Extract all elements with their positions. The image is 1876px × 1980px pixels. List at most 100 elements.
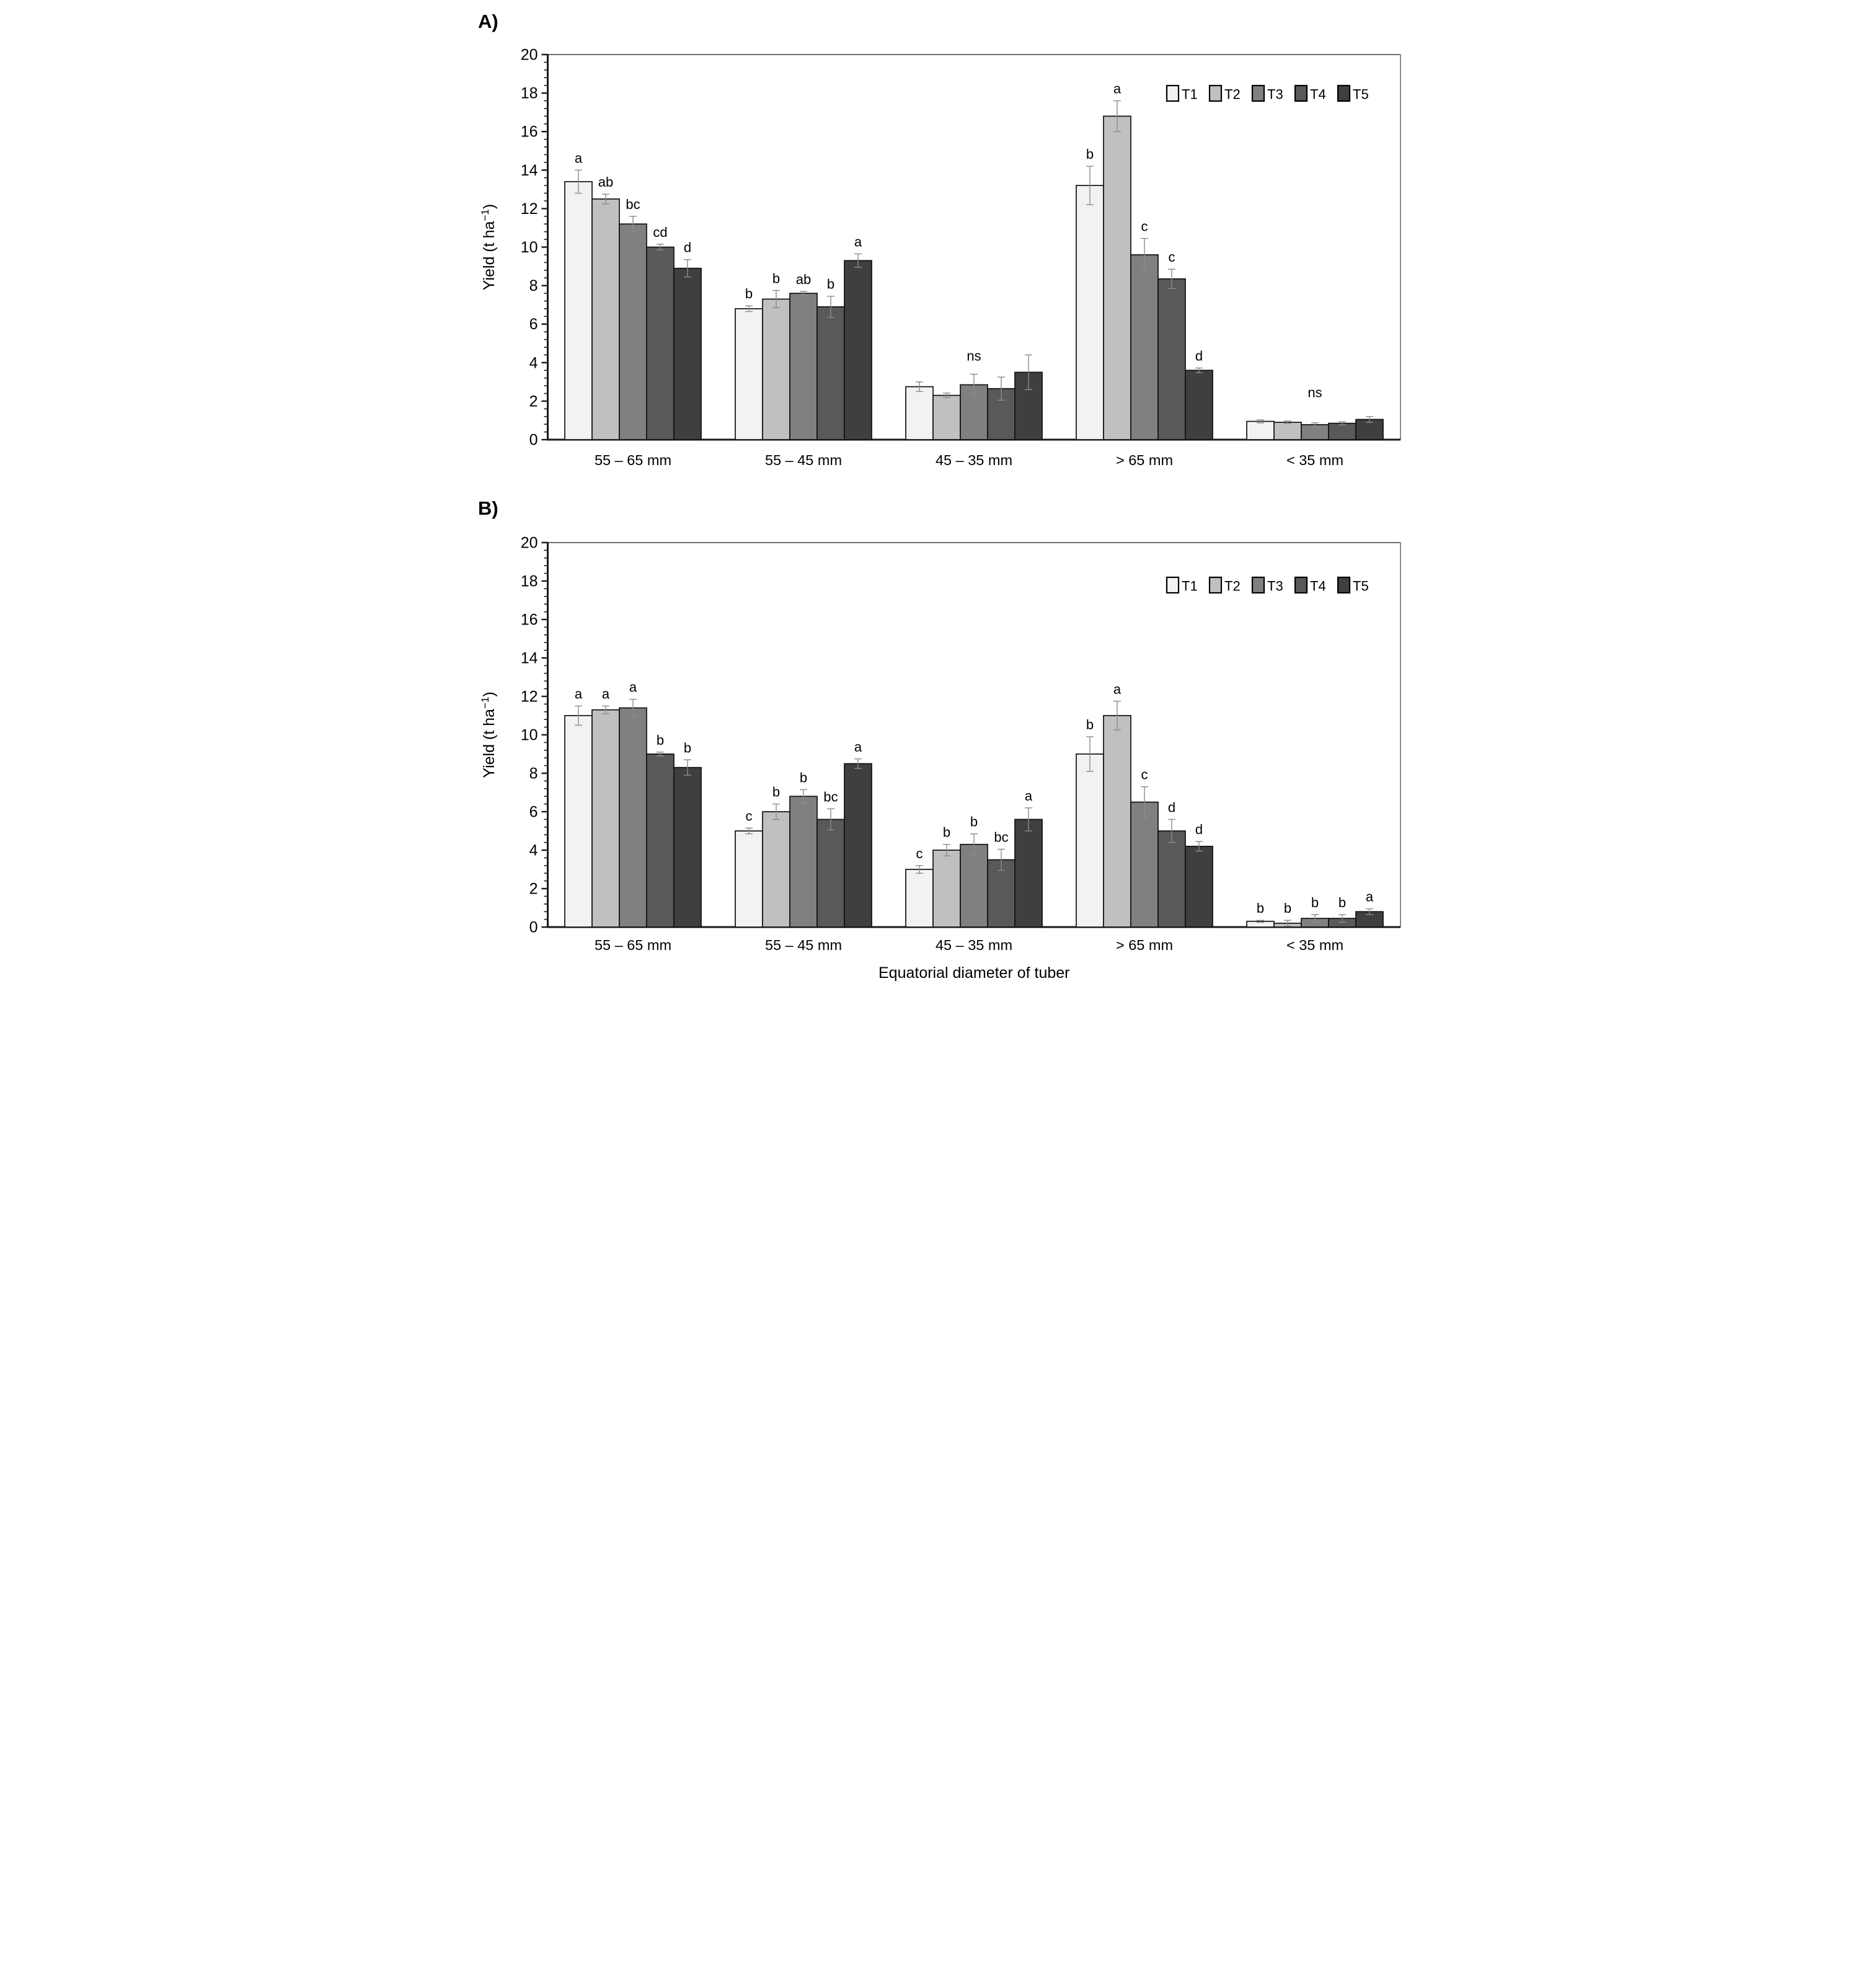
bar-T4-group2 xyxy=(816,306,845,440)
y-axis-title: Yield (t ha−1) xyxy=(479,691,498,778)
sig-letter: b xyxy=(745,286,752,301)
legend-label: T1 xyxy=(1182,87,1198,102)
series-T3 xyxy=(618,698,1329,928)
bar-T2-group1 xyxy=(591,709,620,928)
error-bar-T5-group3 xyxy=(1024,807,1032,832)
y-tick-label: 12 xyxy=(520,688,538,706)
series-T2 xyxy=(591,701,1302,928)
error-bar-T2-group3 xyxy=(942,843,950,857)
legend: T1 T2 T3 T4 T5 xyxy=(1166,576,1368,594)
sig-letter: d xyxy=(683,240,691,255)
x-category-label: 55 – 65 mm xyxy=(594,452,671,468)
bar-T5-group1 xyxy=(673,267,702,440)
legend-swatch-T5 xyxy=(1337,576,1350,594)
legend-item-T2: T2 xyxy=(1208,84,1241,102)
error-bar-T3-group1 xyxy=(629,698,637,717)
error-bar-T2-group4 xyxy=(1113,701,1121,730)
bar-T4-group4 xyxy=(1157,830,1186,928)
error-bar-T3-group4 xyxy=(1140,238,1148,272)
error-bar-T2-group4 xyxy=(1113,100,1121,132)
sig-letter: b xyxy=(1086,717,1093,732)
legend: T1 T2 T3 T4 T5 xyxy=(1166,84,1369,102)
error-bar-T4-group2 xyxy=(826,295,834,318)
sig-letter: ab xyxy=(598,174,613,190)
series-T1 xyxy=(564,705,1275,928)
legend-item-T4: T4 xyxy=(1294,576,1326,594)
series-T5 xyxy=(673,253,1384,440)
legend-label: T4 xyxy=(1310,579,1326,594)
error-bar-T4-group5 xyxy=(1338,421,1346,425)
y-tick-label: 6 xyxy=(529,316,538,333)
legend-label: T5 xyxy=(1353,87,1369,102)
y-tick-label: 2 xyxy=(529,881,538,898)
bar-T2-group4 xyxy=(1102,115,1131,440)
sig-letter: b xyxy=(1086,146,1093,162)
bar-T2-group1 xyxy=(591,198,620,440)
error-bar-T3-group5 xyxy=(1311,914,1319,923)
y-tick-label: 10 xyxy=(520,727,538,744)
sig-letter-ns: ns xyxy=(967,348,981,364)
legend-item-T1: T1 xyxy=(1166,576,1197,594)
legend-item-T3: T3 xyxy=(1251,576,1283,594)
legend-swatch-T1 xyxy=(1166,84,1179,102)
x-category-label: 45 – 35 mm xyxy=(935,937,1012,953)
y-axis-ticks: 0 2 4 6 8 10 12 14 16 18 20 xyxy=(520,47,547,449)
legend-item-T5: T5 xyxy=(1337,576,1368,594)
sig-letter: bc xyxy=(626,197,640,212)
bar-T4-group1 xyxy=(645,246,675,440)
y-axis-title: Yield (t ha−1) xyxy=(479,204,498,290)
legend-swatch-T1 xyxy=(1166,576,1179,594)
sig-letter: c xyxy=(1141,767,1148,783)
error-bar-T4-group5 xyxy=(1338,914,1346,923)
y-tick-label: 0 xyxy=(529,432,538,449)
error-bar-T3-group3 xyxy=(970,373,978,396)
error-bar-T5-group5 xyxy=(1365,908,1373,915)
bar-T2-group3 xyxy=(932,850,961,928)
bar-T1-group2 xyxy=(734,830,763,928)
bar-T5-group5 xyxy=(1355,419,1384,440)
y-tick-label: 18 xyxy=(520,85,538,102)
legend-swatch-T3 xyxy=(1251,84,1265,102)
y-tick-label: 8 xyxy=(529,765,538,783)
sig-letter: a xyxy=(1024,788,1032,804)
legend-label: T2 xyxy=(1224,87,1241,102)
error-bar-T1-group4 xyxy=(1086,736,1094,772)
bar-T5-group4 xyxy=(1184,370,1213,440)
error-bar-T1-group1 xyxy=(574,705,582,726)
bar-T5-group1 xyxy=(673,766,702,928)
sig-letter: b xyxy=(1256,900,1263,916)
sig-letter: b xyxy=(772,784,779,800)
legend-swatch-T3 xyxy=(1251,576,1265,594)
y-tick-label: 20 xyxy=(520,47,538,64)
error-bar-T2-group2 xyxy=(772,803,780,820)
error-bar-T4-group2 xyxy=(826,808,834,831)
panel-label: A) xyxy=(478,11,498,32)
y-tick-label: 16 xyxy=(520,611,538,629)
x-category-label: 55 – 45 mm xyxy=(764,937,841,953)
sig-letter: ab xyxy=(795,272,810,287)
error-bar-T4-group3 xyxy=(997,848,1005,871)
y-axis-ticks: 0 2 4 6 8 10 12 14 16 18 20 xyxy=(520,535,547,936)
x-category-label: 55 – 65 mm xyxy=(594,937,671,953)
error-bar-T1-group5 xyxy=(1256,920,1264,923)
legend-item-T1: T1 xyxy=(1166,84,1198,102)
error-bar-T1-group3 xyxy=(915,381,923,393)
x-category-label: < 35 mm xyxy=(1286,452,1343,468)
x-category-label: > 65 mm xyxy=(1115,937,1172,953)
y-tick-label: 4 xyxy=(529,354,538,371)
error-bar-T2-group2 xyxy=(772,290,780,309)
sig-letter: bc xyxy=(994,829,1008,845)
panel-label: B) xyxy=(478,497,498,519)
series-T3 xyxy=(618,216,1329,440)
y-tick-label: 12 xyxy=(520,200,538,218)
bar-T4-group3 xyxy=(986,859,1015,928)
bar-T3-group1 xyxy=(618,223,647,440)
sig-letter: a xyxy=(574,150,582,166)
bar-T4-group1 xyxy=(645,753,675,928)
legend-label: T2 xyxy=(1224,579,1241,594)
error-bar-T5-group1 xyxy=(683,759,691,776)
bar-T1-group3 xyxy=(905,869,934,928)
